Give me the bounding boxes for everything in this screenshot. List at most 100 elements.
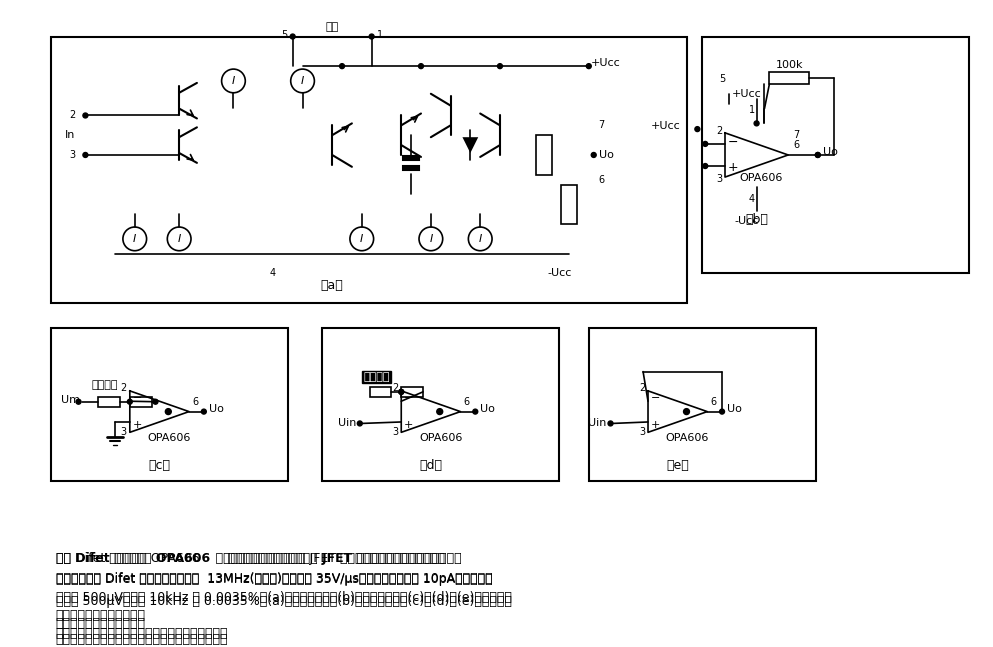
Bar [51, 327, 288, 481]
Text: +: + [651, 420, 660, 430]
Text: In: In [66, 130, 75, 140]
Text: （c）: （c） [148, 459, 171, 472]
Text: Uin: Uin [588, 419, 607, 428]
Circle shape [473, 409, 478, 414]
Text: 4: 4 [270, 269, 276, 278]
Text: +: + [404, 420, 414, 430]
Circle shape [357, 421, 362, 426]
Text: 不大于 500μV；失真 10kHz 时 0.0035%。(a)为简化原理图，(b)为调零接线图，(c)、(d)、(e)分别为同相: 不大于 500μV；失真 10kHz 时 0.0035%。(a)为简化原理图，(… [56, 591, 511, 604]
Text: 应用：光电设备、测试设备、数据采集、音频放大。: 应用：光电设备、测试设备、数据采集、音频放大。 [56, 627, 228, 640]
Bar [51, 36, 687, 303]
Text: I: I [479, 234, 482, 244]
Polygon shape [463, 137, 479, 153]
Circle shape [83, 153, 87, 157]
Text: （b）: （b） [745, 213, 768, 226]
Circle shape [83, 113, 87, 118]
Text: I: I [360, 234, 363, 244]
Text: 6: 6 [464, 397, 470, 407]
Text: +Ucc: +Ucc [732, 89, 762, 99]
Text: 宽带 Difet 运算放大器 OPA606    特点：采用介质隔离工艺的 JFET 管作为输入级（具有这种工艺特: 宽带 Difet 运算放大器 OPA606 特点：采用介质隔离工艺的 JFET … [56, 552, 462, 565]
Bar [403, 156, 419, 160]
Text: 6: 6 [599, 175, 605, 184]
Text: 2: 2 [70, 111, 75, 120]
Bar [98, 397, 120, 407]
Circle shape [153, 399, 158, 404]
Circle shape [720, 409, 725, 414]
Bar [403, 166, 419, 170]
Text: +Ucc: +Ucc [591, 58, 621, 68]
Text: +: + [728, 162, 739, 175]
Text: Uo: Uo [823, 147, 837, 157]
Text: −: − [133, 393, 142, 403]
Bar [323, 327, 559, 481]
Text: OPA606: OPA606 [740, 173, 783, 182]
Text: −: − [728, 135, 739, 148]
Circle shape [340, 63, 345, 69]
Text: I: I [429, 234, 433, 244]
Text: I: I [231, 76, 235, 86]
Text: I: I [133, 234, 136, 244]
Circle shape [586, 63, 591, 69]
Text: 3: 3 [716, 174, 722, 184]
Circle shape [76, 399, 81, 404]
Text: 放大、反相放大及缓冲器。: 放大、反相放大及缓冲器。 [56, 609, 146, 622]
Text: 3: 3 [392, 427, 398, 437]
Text: I: I [301, 76, 304, 86]
Circle shape [815, 153, 820, 157]
Text: 7: 7 [599, 120, 605, 130]
Text: −: − [651, 393, 660, 403]
Circle shape [703, 164, 708, 168]
Text: 宽带 Difet 运算放大器 OPA606    特点：采用介质隔离工艺的 JFET 管作为输入级（具有这种工艺特: 宽带 Difet 运算放大器 OPA606 特点：采用介质隔离工艺的 JFET … [56, 552, 445, 565]
Text: 6: 6 [192, 397, 199, 407]
Circle shape [497, 63, 502, 69]
Text: 同相输入: 同相输入 [363, 372, 390, 382]
Text: 不大于 500μV；失真 10kHz 时 0.0035%。(a)为简化原理图，(b)为调零接线图，(c)、(d)、(e)分别为同相: 不大于 500μV；失真 10kHz 时 0.0035%。(a)为简化原理图，(… [56, 595, 511, 608]
Text: 调零: 调零 [326, 21, 339, 32]
Text: 3: 3 [121, 427, 127, 437]
Text: OPA606: OPA606 [419, 433, 463, 443]
Text: +: + [133, 420, 142, 430]
Text: Uin: Uin [339, 419, 356, 428]
Text: 6: 6 [710, 397, 716, 407]
Circle shape [290, 34, 295, 39]
Circle shape [166, 409, 171, 415]
Bar [561, 184, 577, 224]
Text: 应用：光电设备、测试设备、数据采集、音频放大。: 应用：光电设备、测试设备、数据采集、音频放大。 [56, 633, 228, 646]
Text: （d）: （d） [419, 459, 442, 472]
Circle shape [418, 63, 423, 69]
Bar [130, 397, 152, 407]
Text: 1: 1 [749, 105, 755, 115]
Text: 2: 2 [392, 383, 398, 393]
Text: 6: 6 [793, 140, 799, 150]
Text: +Ucc: +Ucc [650, 121, 680, 131]
Text: 放大、反相放大及缓冲器。: 放大、反相放大及缓冲器。 [56, 617, 146, 630]
Text: -Ucc: -Ucc [547, 269, 571, 278]
Circle shape [754, 121, 759, 126]
Text: 点的电路称为 Difet 运放）。频带宽：  13MHz(典型值)；压摆率 35V/μs；偏置电流不大于 10pA；失调电压: 点的电路称为 Difet 运放）。频带宽： 13MHz(典型值)；压摆率 35V… [56, 571, 493, 584]
Text: 2: 2 [120, 383, 127, 393]
Text: （e）: （e） [666, 459, 689, 472]
Circle shape [202, 409, 207, 414]
Text: （a）: （a） [321, 279, 344, 292]
Bar [770, 72, 809, 84]
Circle shape [695, 127, 700, 131]
Text: 反相输入: 反相输入 [92, 380, 118, 390]
Circle shape [815, 153, 820, 157]
Text: 点的电路称为 Difet 运放）。频带宽：  13MHz(典型值)；压摆率 35V/μs；偏置电流不大于 10pA；失调电压: 点的电路称为 Difet 运放）。频带宽： 13MHz(典型值)；压摆率 35V… [56, 573, 493, 586]
Circle shape [399, 389, 404, 394]
Text: 5: 5 [719, 74, 725, 84]
Circle shape [608, 421, 613, 426]
Text: 1: 1 [376, 30, 382, 39]
Text: 2: 2 [638, 383, 645, 393]
Text: Uo: Uo [209, 404, 223, 413]
Bar [536, 135, 552, 175]
Text: 3: 3 [638, 427, 645, 437]
Bar [589, 327, 816, 481]
Bar [369, 387, 391, 397]
Text: OPA606: OPA606 [148, 433, 191, 443]
Text: 7: 7 [793, 130, 799, 140]
Circle shape [369, 34, 374, 39]
Text: -Ucc: -Ucc [735, 216, 759, 226]
Circle shape [683, 409, 689, 415]
Circle shape [591, 153, 596, 157]
